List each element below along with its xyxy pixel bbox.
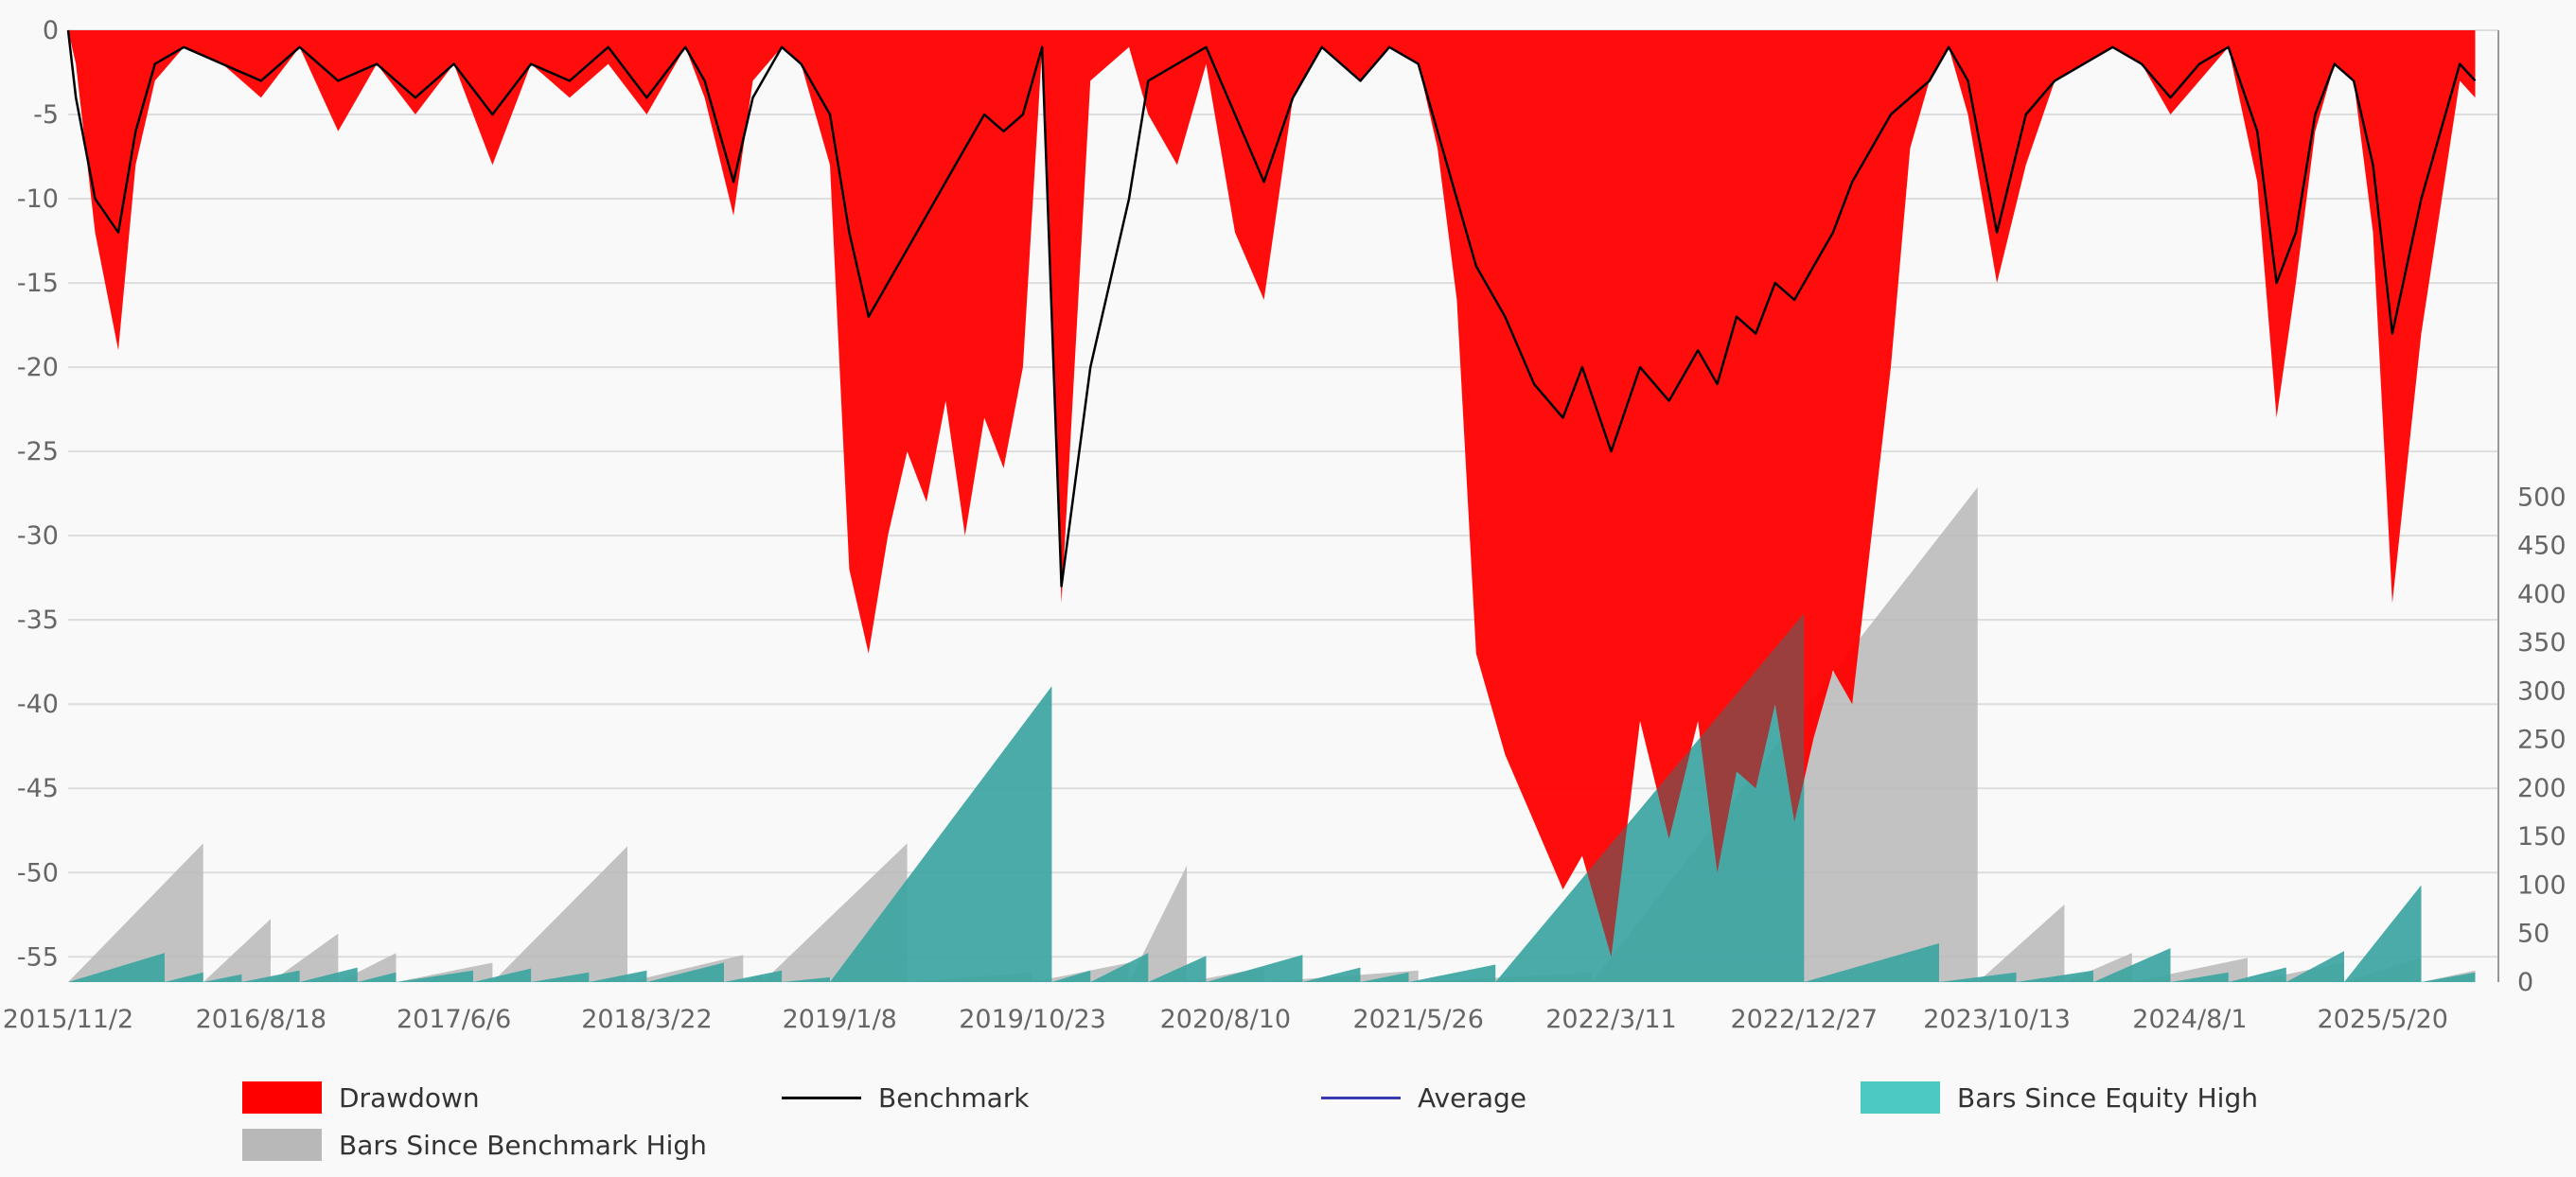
legend: Drawdown Benchmark Average Bars Since Equit… — [0, 1069, 2576, 1173]
legend-swatch-benchmark_high — [242, 1129, 322, 1161]
right-tick-label: 500 — [2517, 483, 2567, 512]
right-tick-label: 0 — [2517, 968, 2533, 997]
legend-item-average[interactable]: Average — [1321, 1079, 1526, 1116]
x-tick-label: 2020/8/10 — [1160, 1005, 1291, 1034]
x-axis-ticks: 2015/11/2 2016/8/18 2017/6/6 2018/3/22 2019/… — [3, 1005, 2448, 1034]
legend-label-benchmark: Benchmark — [878, 1081, 1030, 1114]
x-tick-label: 2017/6/6 — [397, 1005, 511, 1034]
legend-swatch-benchmark — [782, 1096, 861, 1099]
right-tick-label: 250 — [2517, 726, 2567, 755]
left-tick-label: -30 — [17, 521, 59, 551]
legend-label-average: Average — [1418, 1081, 1526, 1114]
legend-label-drawdown: Drawdown — [339, 1081, 480, 1114]
right-tick-label: 450 — [2517, 532, 2567, 561]
legend-item-benchmark_high[interactable]: Bars Since Benchmark High — [242, 1126, 707, 1164]
benchmark-line-group — [66, 29, 2477, 982]
left-tick-label: -5 — [33, 100, 59, 130]
left-tick-label: -55 — [17, 942, 59, 972]
legend-label-equity_high: Bars Since Equity High — [1957, 1081, 2258, 1114]
left-tick-label: -15 — [17, 269, 59, 298]
left-tick-label: -40 — [17, 690, 59, 719]
x-tick-label: 2025/5/20 — [2317, 1005, 2447, 1034]
left-tick-label: 0 — [43, 16, 59, 45]
left-axis-ticks: 0 -5 -10 -15 -20 -25 -30 -35 -40 -45 -50 -55 — [17, 16, 59, 972]
legend-item-equity_high[interactable]: Bars Since Equity High — [1861, 1079, 2258, 1116]
right-tick-label: 200 — [2517, 774, 2567, 803]
right-tick-label: 350 — [2517, 628, 2567, 658]
x-tick-label: 2024/8/1 — [2132, 1005, 2247, 1034]
drawdown-areas — [68, 30, 2476, 957]
left-tick-label: -35 — [17, 606, 59, 635]
right-tick-label: 50 — [2517, 920, 2550, 949]
x-tick-label: 2021/5/26 — [1352, 1005, 1483, 1034]
benchmark-line — [66, 29, 2477, 588]
x-tick-label: 2023/10/13 — [1923, 1005, 2071, 1034]
legend-label-benchmark_high: Bars Since Benchmark High — [339, 1129, 707, 1161]
grid-lines — [68, 29, 2498, 958]
left-tick-label: -45 — [17, 774, 59, 803]
left-tick-label: -25 — [17, 437, 59, 466]
right-tick-label: 150 — [2517, 822, 2567, 852]
legend-swatch-average — [1321, 1096, 1401, 1099]
x-tick-label: 2018/3/22 — [581, 1005, 712, 1034]
legend-item-drawdown[interactable]: Drawdown — [242, 1079, 480, 1116]
x-tick-label: 2022/12/27 — [1730, 1005, 1878, 1034]
right-axis-ticks: 0 50 100 150 200 250 300 350 400 450 500 — [2517, 483, 2567, 997]
bars-since-equity-high-overlay — [68, 613, 2476, 982]
right-tick-label: 100 — [2517, 870, 2567, 900]
right-tick-label: 300 — [2517, 676, 2567, 706]
bars-since-benchmark-high-area — [68, 487, 2476, 982]
drawdown-area — [68, 30, 2476, 957]
x-tick-label: 2015/11/2 — [3, 1005, 133, 1034]
x-tick-label: 2016/8/18 — [196, 1005, 326, 1034]
left-tick-label: -10 — [17, 184, 59, 214]
bars-since-high-areas — [68, 487, 2476, 982]
x-tick-label: 2019/10/23 — [959, 1005, 1106, 1034]
legend-item-benchmark[interactable]: Benchmark — [782, 1079, 1029, 1116]
right-tick-label: 400 — [2517, 580, 2567, 609]
legend-swatch-equity_high — [1861, 1081, 1940, 1114]
x-tick-label: 2019/1/8 — [783, 1005, 897, 1034]
left-tick-label: -20 — [17, 353, 59, 382]
x-tick-label: 2022/3/11 — [1545, 1005, 1676, 1034]
bars-since-equity-high-area — [68, 613, 2476, 982]
legend-swatch-drawdown — [242, 1081, 322, 1114]
left-tick-label: -50 — [17, 858, 59, 887]
